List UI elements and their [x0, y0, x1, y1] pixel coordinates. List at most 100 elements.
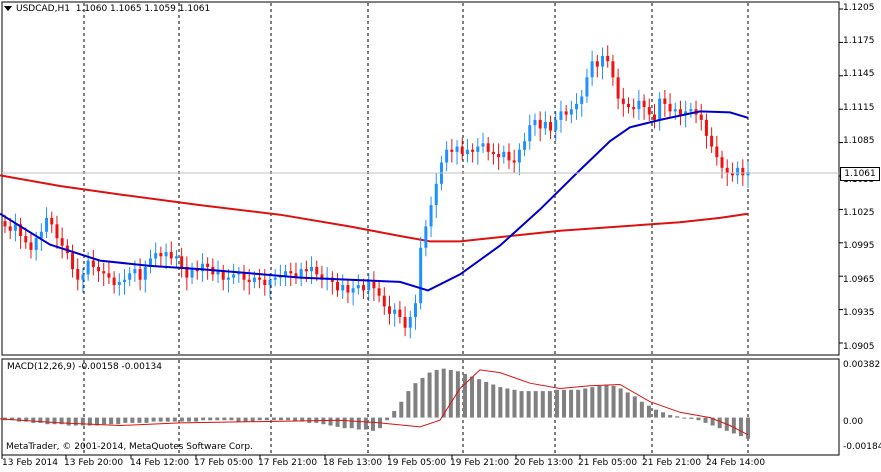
candle-body: [346, 285, 350, 293]
macd-tick: -0.00184: [843, 442, 881, 452]
macd-bar: [38, 417, 43, 423]
macd-bar: [583, 388, 588, 418]
macd-bar: [611, 385, 616, 418]
macd-histogram: [3, 368, 750, 439]
macd-signal-line: [0, 369, 749, 436]
macd-bar: [250, 417, 255, 422]
candle-body: [367, 281, 371, 291]
macd-bar: [547, 391, 552, 418]
macd-bar: [172, 417, 177, 422]
macd-bar: [151, 417, 156, 422]
macd-bar: [576, 389, 581, 418]
price-tick: 1.0965: [843, 275, 875, 285]
candle-body: [258, 277, 262, 280]
candle-body: [60, 238, 64, 246]
triangle-down-icon[interactable]: [4, 6, 12, 11]
macd-signal-path: [0, 369, 749, 436]
macd-bar: [738, 417, 743, 437]
macd-bar: [477, 379, 482, 418]
candle-body: [398, 309, 402, 318]
candle-body: [637, 100, 641, 110]
macd-bar: [484, 381, 489, 418]
macd-bar: [186, 417, 191, 422]
price-tick: 1.0935: [843, 308, 875, 318]
macd-bar: [717, 417, 722, 429]
candle-body: [315, 266, 319, 275]
candle-body: [652, 114, 656, 120]
candle-body: [164, 252, 168, 257]
macd-bar: [59, 417, 64, 425]
ohlc-values: 1.1060 1.1065 1.1059 1.1061: [75, 4, 211, 14]
candle-body: [460, 146, 464, 154]
macd-bar: [201, 417, 206, 421]
macd-bar: [441, 368, 446, 418]
macd-bar: [462, 373, 467, 418]
candle-body: [128, 273, 132, 280]
candle-body: [34, 238, 38, 250]
time-tick: 14 Feb 12:00: [130, 458, 190, 468]
macd-bar: [590, 387, 595, 418]
time-tick: 13 Feb 2014: [2, 458, 59, 468]
time-tick: 20 Feb 13:00: [514, 458, 574, 468]
macd-bar: [696, 417, 701, 421]
candle-body: [491, 151, 495, 154]
macd-bar: [519, 391, 524, 418]
macd-bar: [158, 417, 163, 422]
candle-body: [50, 217, 54, 225]
macd-bar: [498, 387, 503, 418]
candle-body: [71, 253, 75, 270]
time-tick: 17 Feb 05:00: [194, 458, 254, 468]
candle-body: [133, 269, 137, 274]
macd-bar: [342, 417, 347, 429]
macd-bar: [130, 417, 135, 423]
candle-body: [55, 224, 59, 239]
candle-body: [195, 269, 199, 272]
candle-body: [554, 119, 558, 131]
candle-body: [336, 281, 340, 291]
candle-body: [387, 306, 391, 314]
candle-body: [575, 103, 579, 110]
candle-body: [159, 253, 163, 257]
candle-body: [507, 151, 511, 161]
candle-body: [471, 149, 475, 152]
candle-body: [517, 149, 521, 163]
candle-body: [86, 260, 90, 275]
macd-bar: [675, 416, 680, 418]
candle-body: [29, 242, 33, 250]
macd-bar: [746, 417, 750, 439]
macd-bar: [604, 384, 609, 418]
candle-body: [148, 258, 152, 267]
candles-layer: [3, 45, 750, 339]
macd-bar: [618, 388, 623, 418]
macd-bar: [413, 383, 418, 418]
candle-body: [372, 281, 376, 289]
macd-bar: [222, 417, 227, 421]
macd-bar: [165, 417, 170, 422]
price-tick: 1.1145: [843, 69, 875, 79]
macd-bar: [328, 417, 333, 426]
candle-body: [621, 98, 625, 104]
candle-body: [3, 221, 7, 227]
macd-bar: [236, 417, 241, 422]
macd-bar: [194, 417, 199, 422]
candle-body: [294, 273, 298, 278]
candle-body: [595, 61, 599, 67]
candle-body: [538, 119, 542, 129]
candle-body: [424, 226, 428, 248]
candle-body: [543, 122, 547, 129]
candle-body: [91, 260, 95, 267]
time-tick: 19 Feb 05:00: [387, 458, 447, 468]
macd-bar: [668, 414, 673, 418]
chart-frame: [1, 1, 840, 456]
macd-bar: [137, 417, 142, 423]
candle-body: [465, 149, 469, 154]
candle-body: [268, 279, 272, 286]
price-tick: 1.1085: [843, 136, 875, 146]
macd-bar: [335, 417, 340, 427]
macd-bar: [731, 417, 736, 434]
macd-bar: [434, 369, 439, 418]
candle-body: [304, 269, 308, 272]
copyright-text: MetaTrader, © 2001-2014, MetaQuotes Soft…: [6, 442, 253, 452]
